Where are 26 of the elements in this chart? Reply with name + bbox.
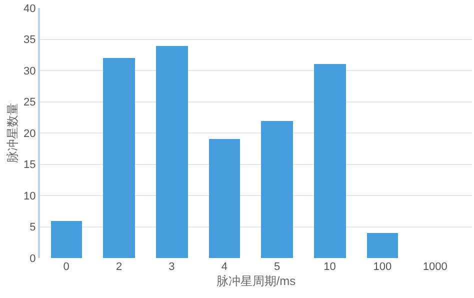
x-tick-label: 2 bbox=[116, 261, 122, 273]
bar bbox=[156, 46, 188, 258]
y-tick-label: 30 bbox=[24, 65, 36, 78]
bar bbox=[51, 221, 82, 258]
y-tick-label: 25 bbox=[24, 96, 36, 109]
y-tick-label: 0 bbox=[30, 252, 36, 265]
x-tick-label: 0 bbox=[63, 261, 70, 273]
x-tick-label: 100 bbox=[373, 261, 392, 273]
y-tick-label: 40 bbox=[24, 2, 36, 15]
y-tick-label: 10 bbox=[24, 190, 36, 202]
y-tick-label: 20 bbox=[24, 128, 36, 140]
x-axis-title: 脉冲星周期/ms bbox=[216, 274, 296, 288]
bar bbox=[314, 64, 346, 258]
y-tick-label: 15 bbox=[24, 159, 36, 172]
bar bbox=[367, 233, 398, 258]
x-tick-label: 3 bbox=[168, 261, 175, 273]
bar bbox=[103, 58, 135, 258]
bar bbox=[209, 139, 240, 258]
bar bbox=[261, 121, 293, 258]
y-tick-label: 5 bbox=[30, 222, 36, 234]
x-tick-label: 1000 bbox=[422, 261, 448, 273]
y-axis-title: 脉冲星数量 bbox=[5, 103, 20, 163]
x-tick-label: 5 bbox=[274, 261, 280, 273]
x-tick-label: 10 bbox=[324, 261, 336, 273]
y-tick-label: 35 bbox=[24, 34, 36, 46]
x-tick-label: 4 bbox=[221, 261, 228, 273]
